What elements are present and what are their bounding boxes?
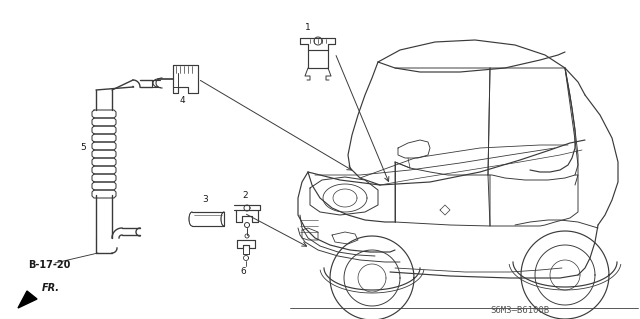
Text: S6M3—B6100B: S6M3—B6100B [490, 306, 549, 315]
Polygon shape [18, 291, 37, 308]
Text: 3: 3 [202, 195, 208, 204]
Text: 4: 4 [180, 96, 186, 105]
Text: B-17-20: B-17-20 [28, 260, 70, 270]
Text: 1: 1 [305, 23, 311, 32]
Text: 5: 5 [80, 143, 86, 152]
Text: FR.: FR. [42, 283, 60, 293]
Text: 2: 2 [242, 191, 248, 200]
Text: 6: 6 [240, 267, 246, 276]
